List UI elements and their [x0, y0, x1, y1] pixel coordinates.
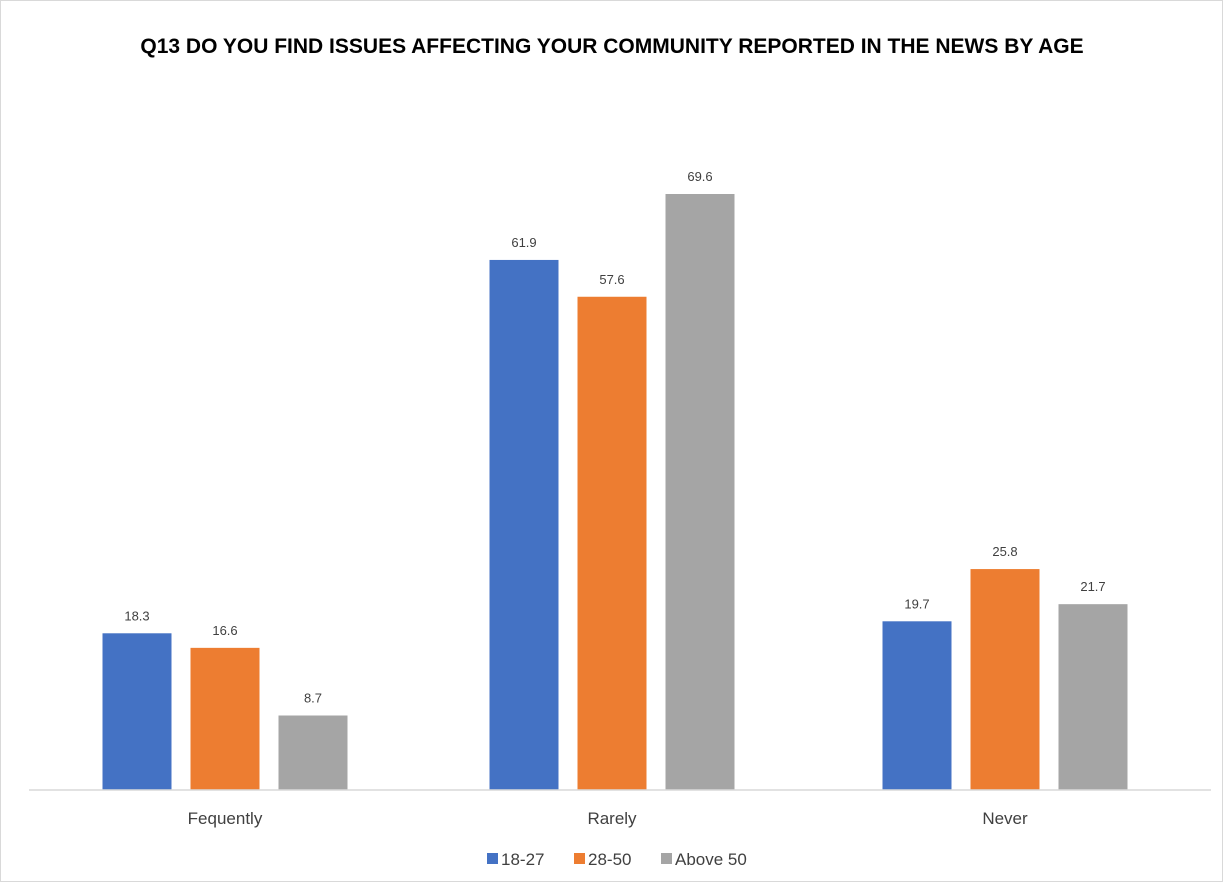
data-labels-group: 18.3 16.6 8.7 61.9 57.6 69.6 19.7 25.8 21.7 — [124, 169, 1105, 706]
legend-item-above-50[interactable]: Above 50 — [661, 850, 747, 869]
bar-never-28-50 — [970, 569, 1040, 790]
bars-group — [102, 194, 1128, 790]
legend-label: 18-27 — [501, 850, 544, 869]
legend-label: Above 50 — [675, 850, 747, 869]
x-tick-label: Fequently — [188, 809, 263, 828]
legend-swatch — [574, 853, 585, 864]
x-axis-tick-labels: Fequently Rarely Never — [188, 809, 1028, 828]
legend-item-28-50[interactable]: 28-50 — [574, 850, 631, 869]
bar-rarely-above-50 — [665, 194, 735, 790]
bar-rarely-18-27 — [489, 259, 559, 790]
data-label: 57.6 — [599, 272, 624, 287]
data-label: 25.8 — [992, 544, 1017, 559]
chart-title: Q13 DO YOU FIND ISSUES AFFECTING YOUR CO… — [140, 35, 1083, 58]
data-label: 69.6 — [687, 169, 712, 184]
legend[interactable]: 18-27 28-50 Above 50 — [487, 850, 747, 869]
x-tick-label: Never — [982, 809, 1028, 828]
data-label: 61.9 — [511, 235, 536, 250]
legend-swatch — [661, 853, 672, 864]
bar-fequently-28-50 — [190, 647, 260, 790]
bar-fequently-above-50 — [278, 715, 348, 790]
legend-item-18-27[interactable]: 18-27 — [487, 850, 544, 869]
bar-never-18-27 — [882, 621, 952, 790]
data-label: 21.7 — [1080, 579, 1105, 594]
bar-never-above-50 — [1058, 604, 1128, 790]
bar-fequently-18-27 — [102, 633, 172, 790]
data-label: 19.7 — [904, 596, 929, 611]
data-label: 8.7 — [304, 691, 322, 706]
legend-swatch — [487, 853, 498, 864]
legend-label: 28-50 — [588, 850, 631, 869]
x-tick-label: Rarely — [587, 809, 637, 828]
data-label: 18.3 — [124, 608, 149, 623]
data-label: 16.6 — [212, 623, 237, 638]
bar-rarely-28-50 — [577, 296, 647, 790]
